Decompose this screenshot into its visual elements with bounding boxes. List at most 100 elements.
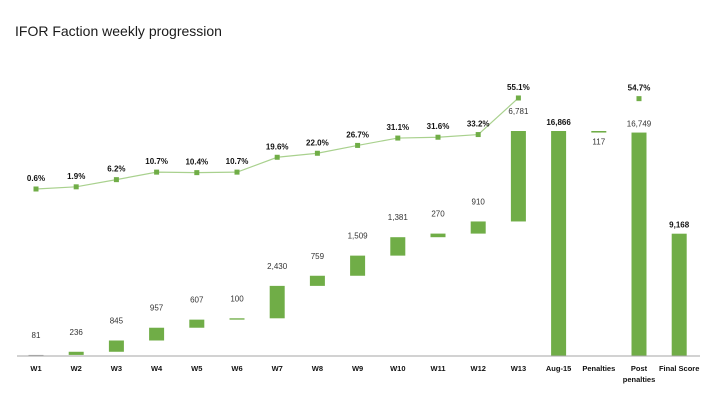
- x-tick-label: W2: [71, 364, 82, 373]
- x-axis: W1 W2 W3 W4 W5 W6 W7 W8 W9 W10 W11 W12 W13 Aug-15 Pena…: [17, 355, 700, 384]
- bar-value-label: 236: [70, 328, 84, 337]
- x-tick-label-line: W13: [511, 364, 526, 373]
- x-tick-label: W10: [390, 364, 405, 373]
- x-tick-label-line: W8: [312, 364, 323, 373]
- x-tick-label-line: Penalties: [582, 364, 615, 373]
- bar-penalties: [591, 131, 607, 133]
- x-tick-label: W13: [511, 364, 526, 373]
- bar-value-label: 81: [32, 331, 41, 340]
- line-marker: [234, 169, 240, 175]
- x-tick-label-line: W2: [71, 364, 82, 373]
- x-tick-label: W9: [352, 364, 363, 373]
- bar-w2: [68, 351, 84, 355]
- line-marker: [435, 134, 441, 140]
- percent-label: 26.7%: [346, 130, 369, 139]
- bar-value-label: 1,381: [388, 213, 409, 222]
- bar-w6: [229, 318, 245, 320]
- bar-w7: [269, 285, 285, 319]
- x-tick-label: W7: [272, 364, 283, 373]
- x-tick-label: Penalties: [582, 364, 615, 373]
- bar-w11: [430, 233, 446, 238]
- x-tick-label-line: W1: [30, 364, 41, 373]
- labels-group: 81 236 845 957 607 100 2,430 759 1,509 1,381 270 91…: [27, 83, 690, 340]
- percent-label: 1.9%: [67, 172, 85, 181]
- x-tick-label: W11: [430, 364, 445, 373]
- bars-group: [28, 131, 687, 357]
- x-tick-label-line: W10: [390, 364, 405, 373]
- line-marker: [33, 186, 39, 192]
- line-marker: [475, 132, 481, 138]
- x-tick-label: Aug-15: [546, 364, 571, 373]
- x-tick-label-line: W7: [272, 364, 283, 373]
- x-tick-label: W6: [231, 364, 242, 373]
- x-tick-label-line: W4: [151, 364, 163, 373]
- bar-value-label: 845: [110, 316, 124, 325]
- percent-label: 6.2%: [107, 165, 125, 174]
- x-tick-label: W5: [191, 364, 202, 373]
- bar-final-score: [671, 233, 687, 356]
- bar-value-label: 759: [311, 252, 325, 261]
- line-marker: [636, 96, 642, 102]
- bar-w4: [149, 327, 165, 341]
- bar-value-label: 9,168: [669, 221, 690, 230]
- x-tick-label-line: W6: [231, 364, 242, 373]
- percent-label: 19.6%: [266, 142, 289, 151]
- line-marker: [194, 170, 200, 176]
- x-tick-label-line: W3: [111, 364, 122, 373]
- bar-value-label: 2,430: [267, 262, 288, 271]
- line-marker: [314, 150, 320, 156]
- x-tick-label: W8: [312, 364, 323, 373]
- x-tick-label-line: W12: [470, 364, 485, 373]
- bar-w13: [510, 131, 526, 222]
- bar-value-label: 117: [592, 138, 605, 147]
- line-marker: [113, 177, 119, 183]
- x-tick-label-line: W5: [191, 364, 202, 373]
- bar-value-label: 607: [190, 296, 204, 305]
- line-marker: [154, 169, 160, 175]
- percent-label: 10.7%: [145, 157, 168, 166]
- percent-label: 31.6%: [427, 122, 450, 131]
- line-marker: [515, 95, 521, 101]
- percent-label: 33.2%: [467, 120, 490, 129]
- x-tick-label: W4: [151, 364, 163, 373]
- bar-post-penalties: [631, 132, 647, 356]
- x-tick-label: Post penalties: [623, 364, 656, 384]
- bar-value-label: 1,509: [348, 232, 369, 241]
- x-tick-label-line: penalties: [623, 375, 656, 384]
- x-tick-label-line: W11: [430, 364, 445, 373]
- percent-label: 55.1%: [507, 83, 530, 92]
- bar-value-label: 100: [230, 294, 244, 303]
- percent-label: 10.7%: [226, 157, 249, 166]
- bar-w10: [390, 237, 406, 256]
- x-tick-label: W12: [470, 364, 485, 373]
- percent-label: 10.4%: [185, 158, 208, 167]
- bar-w3: [108, 340, 124, 352]
- bar-value-label: 910: [472, 197, 486, 206]
- x-tick-label-line: W9: [352, 364, 363, 373]
- line-marker: [395, 135, 401, 141]
- percent-label: 31.1%: [386, 123, 409, 132]
- x-tick-label: W1: [30, 364, 41, 373]
- bar-aug-15: [551, 131, 567, 356]
- x-tick-label-line: Aug-15: [546, 364, 571, 373]
- percent-label: 0.6%: [27, 174, 45, 183]
- percent-label: 22.0%: [306, 138, 329, 147]
- bar-w12: [470, 221, 486, 234]
- bar-value-label: 16,866: [546, 118, 571, 127]
- bar-w9: [350, 255, 366, 276]
- bar-w5: [189, 319, 205, 328]
- line-marker: [355, 142, 361, 148]
- x-tick-label: Final Score: [659, 364, 699, 373]
- x-tick-label-line: Final Score: [659, 364, 699, 373]
- line-marker: [73, 184, 79, 190]
- bar-w8: [309, 275, 325, 286]
- bar-value-label: 16,749: [627, 120, 652, 129]
- bar-value-label: 957: [150, 304, 164, 313]
- x-tick-label-line: Post: [631, 364, 648, 373]
- percent-label: 54.7%: [628, 84, 651, 93]
- bar-value-label: 270: [431, 210, 445, 219]
- bar-value-label: 6,781: [508, 107, 529, 116]
- line-marker: [274, 154, 280, 160]
- line-group: [33, 95, 642, 192]
